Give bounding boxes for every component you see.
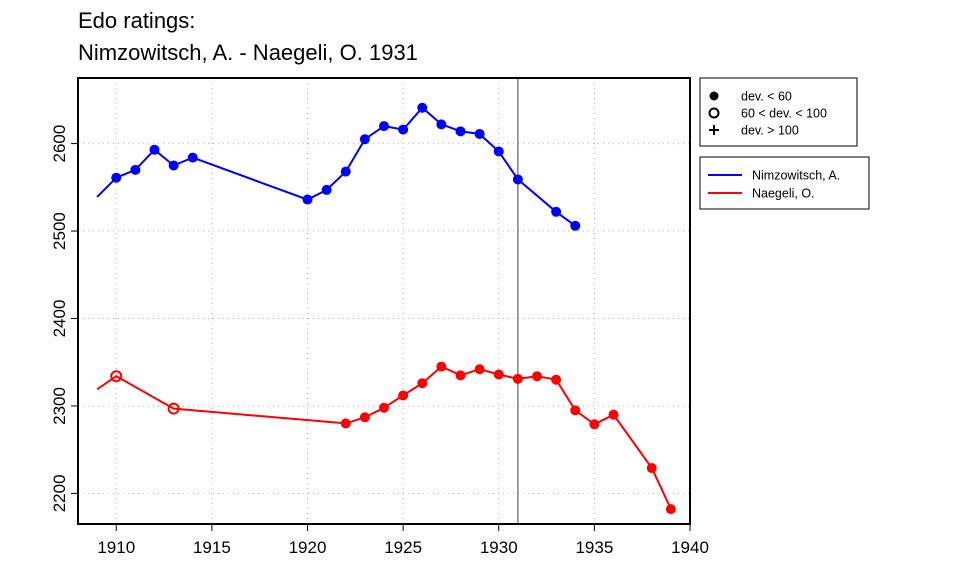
data-point xyxy=(455,370,466,381)
legend-label: dev. < 60 xyxy=(741,90,792,104)
y-tick-label: 2200 xyxy=(50,474,69,512)
data-point xyxy=(398,390,409,401)
chart-subtitle: Nimzowitsch, A. - Naegeli, O. 1931 xyxy=(78,40,418,65)
legend-box xyxy=(699,77,858,147)
x-tick-label: 1915 xyxy=(193,538,231,557)
x-tick-label: 1930 xyxy=(480,538,518,557)
x-tick-label: 1935 xyxy=(575,538,613,557)
data-point xyxy=(512,174,523,185)
series-1 xyxy=(96,361,676,515)
data-point xyxy=(168,160,179,171)
x-tick-label: 1910 xyxy=(97,538,135,557)
data-point xyxy=(551,374,562,385)
data-point xyxy=(359,134,370,145)
data-point xyxy=(111,172,122,183)
data-point xyxy=(570,405,581,416)
data-point xyxy=(608,409,619,420)
x-tick-label: 1925 xyxy=(384,538,422,557)
data-point xyxy=(379,402,389,413)
x-tick-label: 1920 xyxy=(289,538,327,557)
data-point xyxy=(589,419,600,430)
data-point xyxy=(436,119,447,130)
data-point xyxy=(417,102,428,113)
data-point xyxy=(340,418,351,429)
data-point xyxy=(130,164,141,175)
legend-series-label: Nimzowitsch, A. xyxy=(752,169,840,183)
data-point xyxy=(665,504,676,515)
chart-title: Edo ratings: xyxy=(78,8,196,33)
open-circle-icon xyxy=(708,107,720,119)
filled-circle-icon xyxy=(709,91,719,101)
data-point xyxy=(417,378,428,389)
data-point xyxy=(493,146,504,157)
data-point xyxy=(340,166,351,177)
data-point xyxy=(512,373,523,384)
series-line xyxy=(96,365,672,510)
series-0 xyxy=(96,102,581,231)
data-point xyxy=(551,206,562,217)
data-point xyxy=(436,361,447,372)
data-point xyxy=(493,369,504,380)
series-legend: Nimzowitsch, A. Naegeli, O. xyxy=(699,156,870,210)
legend-label: 60 < dev. < 100 xyxy=(741,107,827,121)
legend-box xyxy=(699,156,870,210)
data-point xyxy=(646,463,657,474)
data-point xyxy=(302,194,313,205)
data-point xyxy=(110,370,123,383)
data-point xyxy=(321,184,332,195)
y-tick-label: 2400 xyxy=(50,300,69,338)
legend-series-label: Naegeli, O. xyxy=(752,187,815,201)
data-point xyxy=(474,128,485,139)
data-point xyxy=(474,364,485,375)
data-point xyxy=(398,124,409,135)
data-point xyxy=(187,152,198,163)
data-point xyxy=(149,144,160,155)
data-point xyxy=(359,412,370,423)
y-tick-label: 2600 xyxy=(50,125,69,163)
legend-label: dev. > 100 xyxy=(741,124,799,138)
plus-icon xyxy=(709,125,719,135)
y-tick-label: 2300 xyxy=(50,387,69,425)
data-point xyxy=(379,121,389,132)
data-point xyxy=(532,371,542,382)
data-point xyxy=(167,402,180,415)
x-tick-label: 1940 xyxy=(671,538,709,557)
data-point xyxy=(570,220,581,231)
plot-frame xyxy=(77,77,691,525)
y-tick-label: 2500 xyxy=(50,212,69,250)
marker-legend: dev. < 60 60 < dev. < 100 dev. > 100 xyxy=(699,77,858,147)
data-point xyxy=(455,126,466,137)
